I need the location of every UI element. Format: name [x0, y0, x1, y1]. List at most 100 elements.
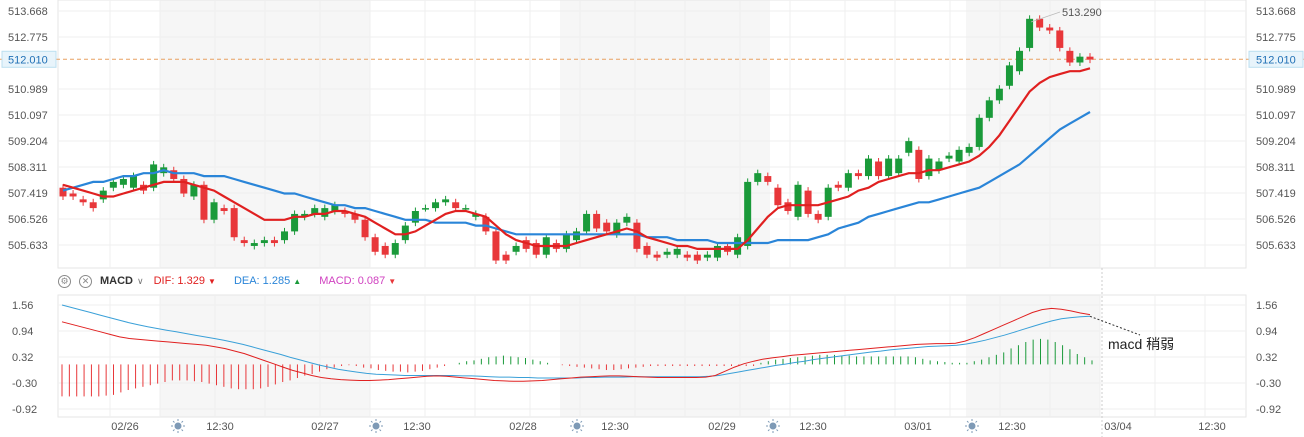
- candle-body: [89, 202, 97, 209]
- dea-value: DEA: 1.285: [233, 275, 291, 287]
- candle: [975, 114, 983, 151]
- candle: [683, 251, 691, 262]
- candle-body: [532, 243, 540, 255]
- price-tick-label-right: 512.775: [1256, 32, 1296, 44]
- candle-body: [935, 161, 943, 171]
- sun-icon-ray: [580, 429, 583, 432]
- x-axis-date-label: 03/04: [1104, 421, 1132, 433]
- candle: [734, 233, 742, 259]
- candle-body: [230, 208, 238, 238]
- candle: [935, 158, 943, 174]
- candle-body: [613, 222, 621, 235]
- macd-value: MACD: 0.087: [319, 275, 386, 287]
- dif-line: [61, 307, 1091, 382]
- candle: [955, 146, 963, 166]
- candle-body: [59, 187, 67, 197]
- gear-icon[interactable]: ⚙: [58, 274, 71, 288]
- candle: [522, 236, 530, 253]
- candle: [885, 155, 893, 180]
- candle-body: [703, 254, 711, 258]
- sun-icon: [171, 419, 185, 433]
- candle: [1016, 47, 1024, 75]
- candle: [281, 227, 289, 244]
- candle-body: [210, 202, 218, 220]
- candle: [69, 190, 77, 200]
- candle-body: [1056, 30, 1064, 48]
- close-icon[interactable]: ✕: [79, 274, 92, 288]
- price-tick-label-left: 507.419: [8, 188, 48, 200]
- candle: [411, 207, 419, 227]
- candle: [99, 187, 107, 203]
- candle-body: [945, 155, 953, 159]
- sun-icon-ray: [571, 429, 574, 432]
- macd-tick-label-left: 0.94: [12, 326, 33, 338]
- x-axis-date-label: 02/27: [311, 421, 339, 433]
- dif-arrow: ▼: [208, 277, 216, 286]
- candle-body: [502, 254, 510, 261]
- sun-icon-ray: [181, 420, 184, 423]
- sun-icon: [766, 419, 780, 433]
- candle-body: [331, 205, 339, 212]
- candle-body: [754, 173, 762, 182]
- candle: [150, 160, 158, 192]
- current-price-badge-left: [1, 50, 57, 68]
- candle: [311, 204, 319, 218]
- macd-tick-label-left: 1.56: [12, 300, 33, 312]
- candle: [472, 210, 480, 221]
- candle: [804, 187, 812, 218]
- sun-icon-ray: [379, 429, 382, 432]
- candle-body: [240, 240, 248, 244]
- candle-body: [301, 213, 309, 217]
- candle: [623, 213, 631, 227]
- candle: [321, 204, 329, 221]
- candle-body: [291, 213, 299, 232]
- candle-body: [875, 161, 883, 177]
- price-tick-label-right: 507.419: [1256, 188, 1296, 200]
- sun-icon: [369, 419, 383, 433]
- sun-icon: [965, 419, 979, 433]
- macd-tick-label-left: -0.92: [12, 404, 37, 416]
- indicator-name[interactable]: MACD: [100, 275, 133, 287]
- candle: [361, 216, 369, 241]
- sun-icon-ray: [776, 420, 779, 423]
- candle-body: [784, 202, 792, 212]
- x-axis-time-label: 12:30: [601, 421, 629, 433]
- candle: [260, 236, 268, 247]
- candle: [351, 210, 359, 224]
- candle-body: [663, 251, 671, 255]
- candle-body: [1016, 50, 1024, 72]
- candle-body: [573, 231, 580, 241]
- candle: [593, 210, 601, 232]
- price-tick-label-right: 510.989: [1256, 84, 1296, 96]
- candle: [603, 219, 611, 235]
- macd-annotation: macd 稍弱: [1108, 336, 1174, 352]
- candle-body: [421, 208, 429, 210]
- candle-body: [391, 243, 399, 255]
- candle: [59, 184, 67, 200]
- candle: [653, 251, 661, 262]
- price-tick-label-left: 513.668: [8, 6, 48, 18]
- x-axis-date-label: 03/01: [904, 421, 932, 433]
- sun-icon-ray: [975, 420, 978, 423]
- candle: [864, 155, 872, 180]
- candle-body: [1076, 56, 1084, 63]
- chevron-down-icon[interactable]: ∨: [137, 275, 144, 286]
- candle: [1046, 24, 1054, 34]
- candle: [834, 181, 842, 192]
- candle-body: [220, 208, 228, 212]
- candle: [532, 239, 540, 259]
- candle-body: [79, 199, 87, 203]
- day-band-shade: [560, 295, 770, 417]
- candle: [1056, 26, 1064, 52]
- x-axis-time-label: 12:30: [403, 421, 431, 433]
- candle-body: [975, 117, 983, 147]
- current-price-label-right: 512.010: [1256, 54, 1296, 66]
- sun-icon: [570, 419, 584, 433]
- ma-fast-line: [62, 67, 1091, 250]
- dif-label: DIF: 1.329 ▼: [154, 275, 216, 287]
- macd-tick-label-right: -0.92: [1256, 404, 1281, 416]
- candle-body: [693, 254, 701, 261]
- candle-body: [472, 213, 480, 217]
- candle-body: [1005, 65, 1013, 86]
